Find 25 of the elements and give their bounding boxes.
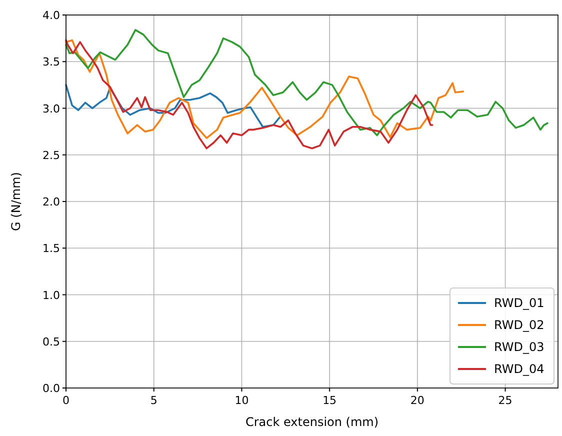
- line-series: [65, 39, 434, 150]
- line-series: [65, 84, 280, 128]
- y-tick-label: 2.0: [42, 196, 60, 208]
- x-tick-label: 0: [62, 394, 70, 407]
- x-tick-label: 20: [410, 394, 424, 407]
- y-tick-label: 0.0: [42, 382, 60, 395]
- y-tick-label: 1.5: [42, 242, 60, 256]
- x-tick-label: 25: [498, 394, 512, 407]
- legend-label: RWD_03: [494, 340, 544, 354]
- y-tick-label: 0.5: [42, 335, 60, 348]
- y-tick-label: 4.0: [42, 9, 60, 22]
- x-tick-label: 5: [150, 394, 158, 407]
- x-axis-title: Crack extension (mm): [245, 415, 379, 429]
- y-tick-label: 1.0: [42, 288, 60, 302]
- y-axis-title: G (N/mm): [9, 172, 23, 231]
- line-series: [65, 29, 548, 136]
- y-tick-label: 3.0: [42, 102, 60, 116]
- legend-label: RWD_01: [494, 296, 544, 310]
- y-tick-label: 2.5: [42, 148, 60, 162]
- line-series: [65, 39, 464, 139]
- y-tick-label: 3.5: [42, 56, 60, 69]
- legend-label: RWD_04: [494, 362, 544, 376]
- x-tick-label: 10: [234, 394, 249, 407]
- legend-label: RWD_02: [494, 318, 544, 332]
- x-tick-label: 15: [322, 394, 337, 407]
